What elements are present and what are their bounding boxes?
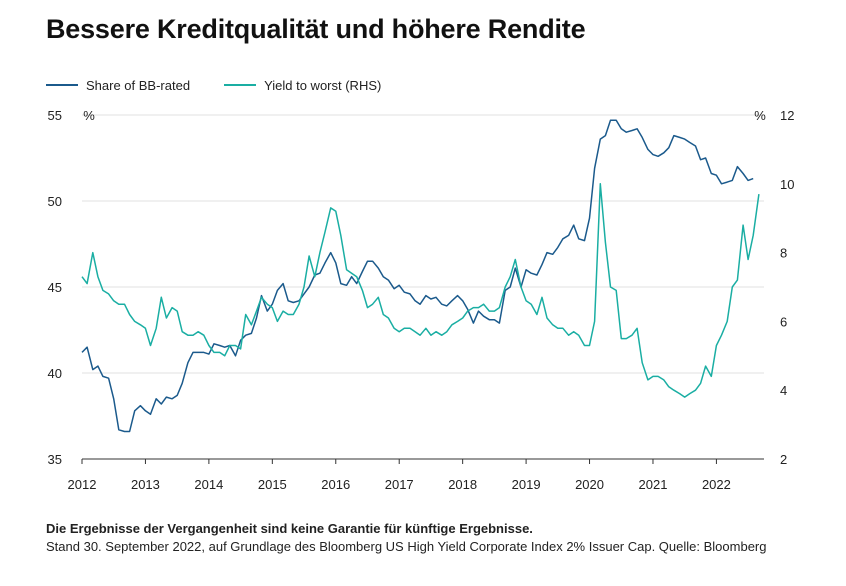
left-tick-label-45: 45 <box>48 280 62 295</box>
x-tick-label-2014: 2014 <box>194 477 223 492</box>
right-tick-label-12: 12 <box>780 108 794 123</box>
gridlines <box>82 114 764 374</box>
left-tick-label-55: 55 <box>48 108 62 123</box>
x-tick-label-2021: 2021 <box>639 477 668 492</box>
x-tick-label-2019: 2019 <box>512 477 541 492</box>
footer-source: Stand 30. September 2022, auf Grundlage … <box>46 539 767 554</box>
x-tick-label-2012: 2012 <box>68 477 97 492</box>
right-tick-label-4: 4 <box>780 383 787 398</box>
footer-disclaimer: Die Ergebnisse der Vergangenheit sind ke… <box>46 521 533 536</box>
left-tick-label-35: 35 <box>48 452 62 467</box>
chart-title: Bessere Kreditqualität und höhere Rendit… <box>46 14 586 44</box>
right-tick-label-6: 6 <box>780 314 787 329</box>
left-tick-label-40: 40 <box>48 366 62 381</box>
x-tick-label-2018: 2018 <box>448 477 477 492</box>
x-tick-label-2022: 2022 <box>702 477 731 492</box>
left-axis-unit: % <box>83 108 95 123</box>
series-line-yield-to-worst <box>81 183 760 398</box>
x-tick-label-2013: 2013 <box>131 477 160 492</box>
series-lines <box>81 119 760 433</box>
x-tick-label-2017: 2017 <box>385 477 414 492</box>
right-axis-unit: % <box>754 108 766 123</box>
series-line-share-bb-rated <box>81 119 754 433</box>
legend-item-bb: Share of BB-rated <box>46 78 190 93</box>
line-chart: 35 40 45 50 55 2 4 6 8 10 12 2012 2013 2014 2015 2016 20… <box>48 108 795 492</box>
right-tick-label-10: 10 <box>780 177 794 192</box>
legend: Share of BB-rated Yield to worst (RHS) <box>46 76 415 94</box>
legend-label-bb: Share of BB-rated <box>86 77 191 93</box>
x-tick-label-2016: 2016 <box>321 477 350 492</box>
legend-swatch-bb <box>46 84 78 86</box>
footer-notes: Die Ergebnisse der Vergangenheit sind ke… <box>46 520 786 556</box>
legend-label-ytw: Yield to worst (RHS) <box>264 77 382 93</box>
x-tick-label-2020: 2020 <box>575 477 604 492</box>
right-tick-label-8: 8 <box>780 246 787 261</box>
x-tick-label-2015: 2015 <box>258 477 287 492</box>
legend-swatch-ytw <box>224 84 257 86</box>
legend-item-ytw: Yield to worst (RHS) <box>224 78 381 93</box>
left-tick-label-50: 50 <box>48 194 62 209</box>
axes: 35 40 45 50 55 2 4 6 8 10 12 2012 2013 2014 2015 2016 20… <box>48 108 795 492</box>
right-tick-label-2: 2 <box>780 452 787 467</box>
